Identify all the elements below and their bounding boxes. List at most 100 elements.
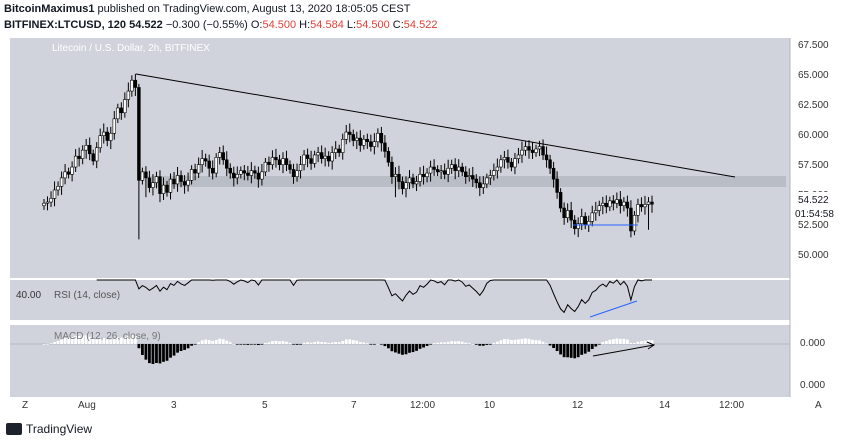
chart-area[interactable]: 67.500 65.000 62.500 60.000 57.500 55.00… [0, 36, 850, 418]
macd-bar [337, 342, 341, 344]
candle [182, 181, 187, 186]
macd-divergence-line[interactable] [592, 344, 655, 357]
candle [175, 175, 180, 185]
close-label: C: [392, 19, 404, 31]
candle [45, 201, 50, 204]
candle [77, 155, 81, 159]
macd-bar [418, 344, 422, 349]
time-tick: Aug [78, 400, 96, 411]
candlestick-series [42, 73, 654, 240]
candle [105, 131, 109, 141]
price-tick: 50.000 [798, 250, 829, 261]
tradingview-logo-icon [6, 423, 22, 435]
candle [587, 221, 591, 226]
macd-bar [274, 340, 278, 344]
rsi-divergence-line[interactable] [589, 300, 638, 318]
candle [404, 182, 408, 190]
z-button[interactable]: Z [22, 400, 28, 411]
price-tick: 65.000 [798, 70, 829, 81]
candle [225, 159, 229, 169]
candle [348, 131, 352, 135]
candle [214, 157, 218, 174]
macd-bar [60, 339, 63, 344]
candle [464, 171, 468, 177]
candle [302, 154, 306, 165]
macd-bar [56, 340, 60, 344]
tradingview-logo[interactable]: TradingView [6, 422, 92, 436]
brand-name: TradingView [26, 422, 93, 436]
symbol-label: BITFINEX:LTCUSD, 120 [4, 19, 127, 31]
candle [611, 200, 616, 204]
auto-scale-button[interactable]: A [815, 400, 822, 411]
candle [383, 142, 387, 152]
candle [309, 158, 313, 164]
candle [488, 175, 493, 179]
author-name[interactable]: BitcoinMaximus1 [4, 3, 95, 15]
macd-bar [183, 344, 186, 350]
candle [386, 151, 391, 163]
macd-bar [313, 342, 317, 344]
candle [492, 170, 496, 176]
macd-bar [158, 344, 162, 364]
candle [179, 175, 183, 182]
macd-bar [559, 344, 563, 355]
candle [358, 137, 363, 146]
macd-bar [98, 338, 102, 344]
macd-bar [148, 344, 151, 364]
macd-tick: 0.000 [800, 380, 825, 391]
macd-pane[interactable] [10, 325, 790, 397]
macd-bar [225, 340, 229, 344]
candle [151, 182, 155, 188]
price-axis[interactable]: 67.500 65.000 62.500 60.000 57.500 55.00… [798, 40, 829, 261]
time-tick: 3 [171, 400, 177, 411]
countdown-text: 01:54:58 [795, 209, 834, 220]
macd-bar [615, 338, 619, 344]
price-pane[interactable] [10, 38, 790, 278]
macd-bar [499, 340, 503, 344]
macd-bar [193, 344, 197, 345]
candle [161, 184, 166, 194]
time-axis[interactable] [10, 397, 790, 417]
last-price: 54.522 [129, 19, 163, 31]
rsi-pane[interactable] [10, 280, 790, 320]
candle [435, 169, 440, 173]
candle [608, 200, 612, 208]
macd-bar [457, 341, 461, 344]
macd-bar [604, 341, 608, 344]
candle [467, 175, 471, 177]
macd-bar [429, 344, 432, 345]
candle [253, 170, 257, 174]
candle [650, 201, 654, 205]
macd-bar [566, 344, 570, 358]
candle [580, 216, 584, 225]
macd-bar [629, 342, 633, 344]
macd-bar [77, 336, 81, 344]
candle [544, 154, 549, 161]
macd-bar [524, 338, 527, 344]
time-tick: 5 [262, 400, 268, 411]
candle [478, 182, 482, 188]
candle [288, 164, 292, 170]
candle [109, 132, 113, 141]
candle [281, 158, 285, 165]
candle [428, 166, 433, 174]
candle [372, 141, 377, 147]
descending-trendline[interactable] [135, 73, 736, 178]
macd-bar [397, 344, 401, 354]
candle [323, 155, 327, 159]
candle [355, 137, 359, 141]
macd-bar [88, 336, 92, 344]
candle [341, 139, 345, 153]
candle [298, 164, 303, 171]
candle [193, 169, 197, 174]
candle [481, 183, 486, 188]
candle [523, 146, 528, 151]
macd-bar [334, 341, 338, 344]
macd-bar [348, 339, 352, 344]
macd-bar [137, 344, 141, 349]
macd-bar [471, 343, 475, 345]
macd-bar [172, 344, 176, 356]
macd-bar [211, 340, 215, 344]
macd-bar [401, 344, 404, 355]
macd-bar [495, 341, 499, 344]
